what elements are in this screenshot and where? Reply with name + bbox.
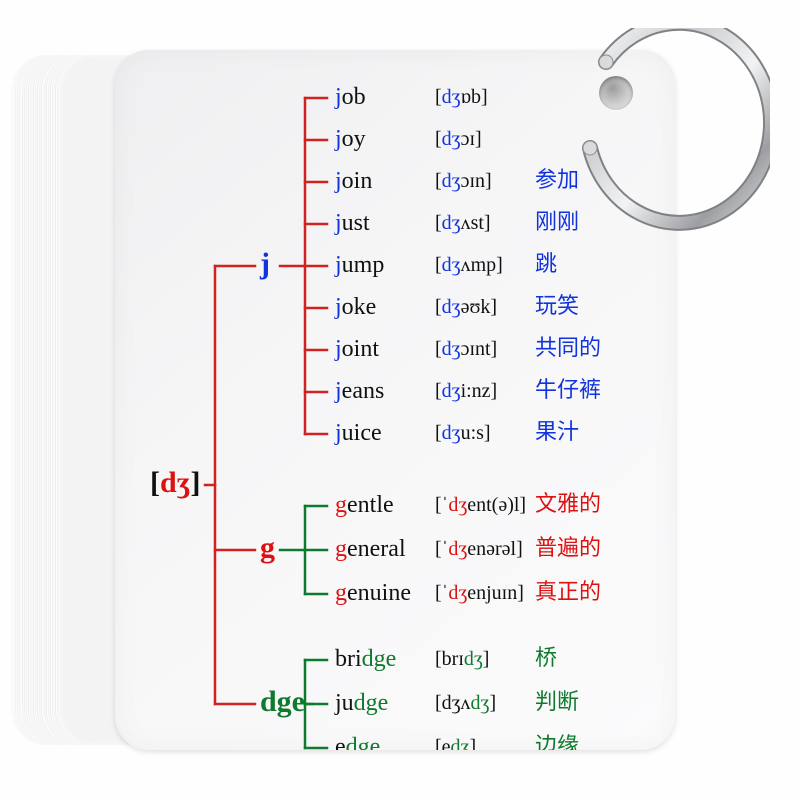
ipa: [dʒʌmp] — [435, 254, 503, 276]
flash-card: [dʒ] j job [dʒɒb] joy [dʒɔɪ] join [dʒɔɪn] 参加 just… — [115, 50, 675, 750]
branch-letter-j: j — [259, 247, 270, 280]
translation: 边缘 — [535, 733, 579, 750]
word: joint — [334, 336, 379, 362]
word: edge — [335, 734, 380, 751]
translation: 判断 — [535, 689, 579, 714]
ipa: [ˈdʒent(ə)l] — [435, 494, 526, 516]
translation: 共同的 — [535, 335, 601, 360]
svg-text:[dʒ]: [dʒ] — [150, 466, 200, 499]
translation: 普遍的 — [535, 535, 601, 560]
word: joke — [334, 294, 376, 320]
word-tree: [dʒ] j job [dʒɒb] joy [dʒɔɪ] join [dʒɔɪn] 参加 just… — [115, 50, 675, 750]
translation: 跳 — [535, 251, 557, 276]
ipa: [dʒɔɪ] — [435, 128, 482, 150]
translation: 参加 — [535, 167, 579, 192]
branch-letter-dge: dge — [260, 685, 305, 718]
ipa: [ˈdʒenərəl] — [435, 538, 523, 560]
word: joy — [334, 126, 366, 152]
stage: [dʒ] j job [dʒɒb] joy [dʒɔɪ] join [dʒɔɪn] 参加 just… — [0, 0, 800, 800]
ipa: [dʒi:nz] — [435, 380, 497, 402]
word: join — [334, 168, 372, 194]
ipa: [dʒɔɪn] — [435, 170, 492, 192]
ipa: [dʒʌst] — [435, 212, 491, 234]
ipa: [brɪdʒ] — [435, 648, 489, 670]
word: gentle — [335, 492, 394, 518]
ipa: [ˈdʒenjuɪn] — [435, 582, 524, 604]
word: jump — [334, 252, 384, 278]
word: genuine — [335, 580, 411, 606]
ipa: [dʒu:s] — [435, 422, 491, 444]
word: general — [335, 536, 406, 562]
translation: 文雅的 — [535, 491, 601, 516]
translation: 刚刚 — [535, 209, 579, 234]
translation: 果汁 — [535, 419, 579, 444]
ipa: [dʒʌdʒ] — [435, 692, 496, 714]
ipa: [edʒ] — [435, 736, 476, 750]
ipa: [dʒəʊk] — [435, 296, 497, 318]
word: bridge — [335, 646, 396, 672]
word: judge — [334, 690, 388, 716]
ipa: [dʒɔɪnt] — [435, 338, 497, 360]
word: job — [334, 84, 366, 110]
word: juice — [334, 420, 382, 446]
translation: 桥 — [535, 645, 557, 670]
ipa: [dʒɒb] — [435, 86, 488, 108]
word: just — [334, 210, 370, 236]
translation: 牛仔裤 — [535, 377, 601, 402]
word: jeans — [334, 378, 384, 404]
translation: 玩笑 — [535, 293, 579, 318]
translation: 真正的 — [535, 579, 601, 604]
branch-letter-g: g — [260, 531, 275, 564]
